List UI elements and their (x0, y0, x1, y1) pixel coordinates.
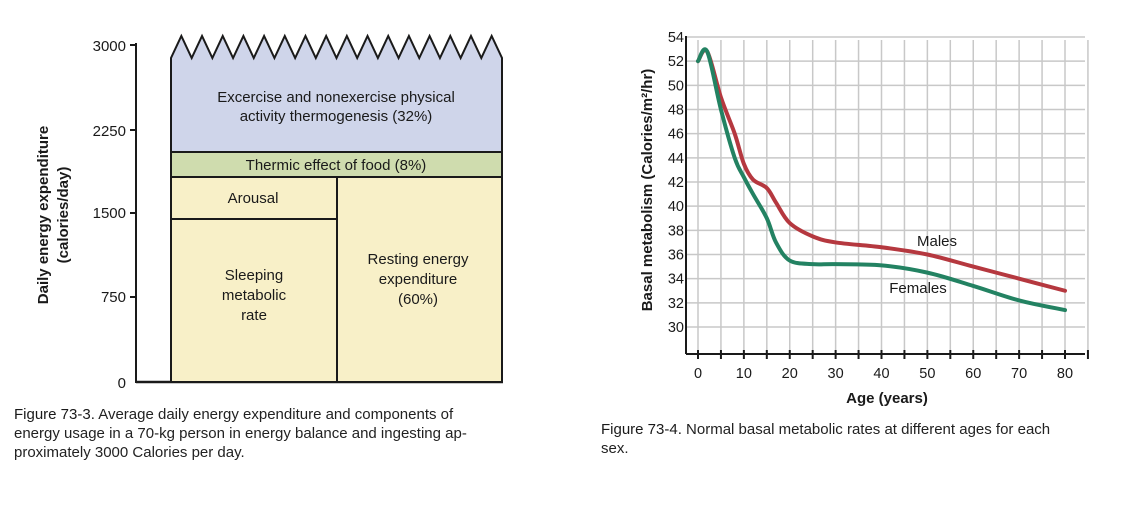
sleeping-label-2: metabolic (222, 287, 287, 304)
tick-label: 750 (101, 289, 126, 306)
males-label: Males (917, 233, 957, 250)
right-caption-label: Figure 73-4. (601, 421, 682, 438)
resting-label-2: expenditure (379, 271, 457, 288)
left-caption-text-3: proximately 3000 Calories per day. (14, 444, 245, 461)
left-y-axis-title-2: (calories/day) (55, 167, 72, 264)
left-caption: Figure 73-3. Average daily energy expend… (14, 405, 554, 462)
thermic-food-label: Thermic effect of food (8%) (246, 157, 427, 174)
x-tick-label: 80 (1057, 366, 1073, 382)
arousal-label: Arousal (228, 190, 279, 207)
thermic-food-segment (170, 151, 503, 178)
right-x-ticks: 0 10 20 30 40 50 60 70 80 (694, 350, 1089, 382)
tick-label: 1500 (93, 205, 126, 222)
resting-label-3: (60%) (398, 291, 438, 308)
thermogenesis-segment (170, 33, 503, 153)
x-tick-label: 60 (965, 366, 981, 382)
sleeping-metabolic-segment (170, 218, 338, 383)
y-tick-label: 44 (668, 151, 684, 167)
left-caption-text-1: Average daily energy expenditure and com… (98, 406, 454, 423)
resting-label-1: Resting energy (368, 251, 469, 268)
series (696, 47, 1067, 313)
y-tick-label: 40 (668, 199, 684, 215)
y-tick-label: 52 (668, 54, 684, 70)
series-line-females (696, 47, 1067, 313)
y-tick-label: 32 (668, 296, 684, 312)
right-y-axis-title: Basal metabolism (Calories/m²/hr) (639, 69, 656, 312)
right-caption-text-2: sex. (601, 440, 629, 457)
left-caption-text-2: energy usage in a 70-kg person in energy… (14, 425, 467, 442)
y-tick-label: 54 (668, 30, 684, 46)
y-tick-label: 50 (668, 78, 684, 94)
y-tick-label: 48 (668, 103, 684, 119)
y-tick-label: 38 (668, 223, 684, 239)
x-tick-label: 30 (828, 366, 844, 382)
right-caption-text-1: Normal basal metabolic rates at differen… (686, 421, 1051, 438)
y-tick-label: 36 (668, 248, 684, 264)
series-line-males (696, 48, 1067, 293)
y-tick-label: 30 (668, 320, 684, 336)
right-caption-line-1: Figure 73-4. Normal basal metabolic rate… (601, 420, 1131, 439)
left-caption-line-1: Figure 73-3. Average daily energy expend… (14, 405, 554, 424)
grid (686, 36, 1089, 354)
x-tick-label: 0 (694, 366, 702, 382)
x-tick-label: 50 (919, 366, 935, 382)
sleeping-label-1: Sleeping (225, 267, 283, 284)
y-tick-label: 46 (668, 127, 684, 143)
x-tick-label: 20 (782, 366, 798, 382)
tick-label: 3000 (93, 38, 126, 55)
thermogenesis-label-2: activity thermogenesis (32%) (240, 108, 433, 125)
left-y-axis-title-1: Daily energy expenditure (35, 126, 52, 304)
right-caption: Figure 73-4. Normal basal metabolic rate… (601, 420, 1131, 458)
thermogenesis-label-1: Excercise and nonexercise physical (217, 89, 455, 106)
y-tick-label: 34 (668, 272, 684, 288)
tick-label: 2250 (93, 123, 126, 140)
left-caption-label: Figure 73-3. (14, 406, 95, 423)
resting-energy-segment (336, 176, 503, 383)
y-tick-label: 42 (668, 175, 684, 191)
tick-label: 0 (118, 375, 126, 392)
x-tick-label: 40 (873, 366, 889, 382)
females-label: Females (889, 280, 947, 297)
x-tick-label: 70 (1011, 366, 1027, 382)
right-y-ticks: 30 32 34 36 38 40 42 44 46 48 50 52 54 (668, 30, 684, 336)
x-tick-label: 10 (736, 366, 752, 382)
sleeping-label-3: rate (241, 307, 267, 324)
right-x-axis-title: Age (years) (846, 390, 928, 407)
energy-expenditure-chart: 3000 2250 1500 750 0 Daily energy expend… (35, 33, 503, 392)
left-y-ticks: 3000 2250 1500 750 0 (93, 38, 136, 392)
